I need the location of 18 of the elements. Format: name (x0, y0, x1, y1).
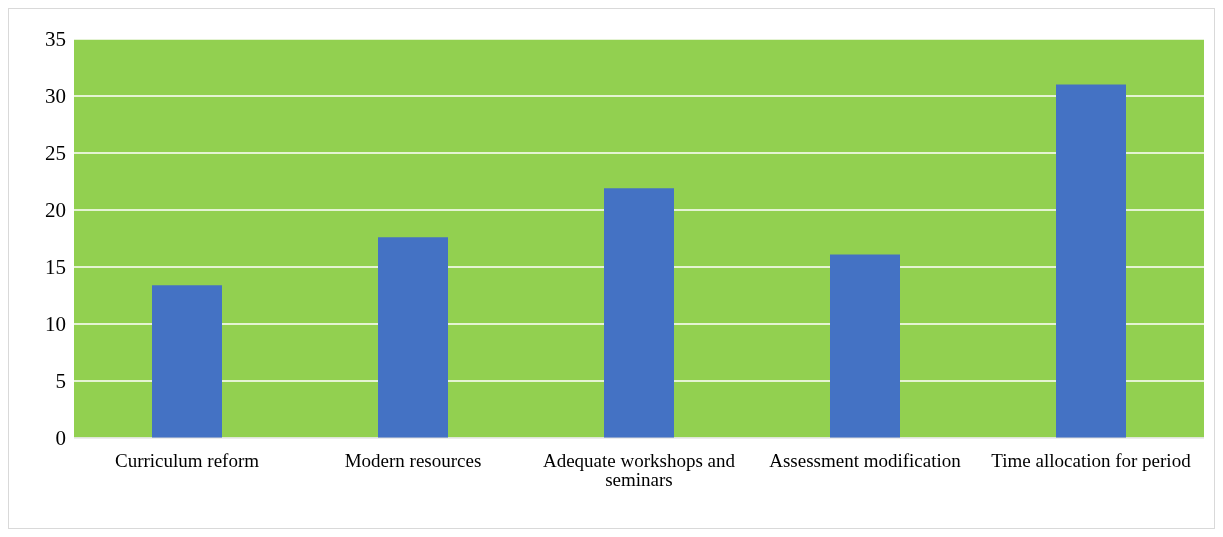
x-tick-label: Modern resources (344, 450, 482, 472)
y-tick-label: 25 (45, 141, 66, 166)
bar (152, 285, 222, 438)
x-tick-label: Time allocation for period (991, 450, 1192, 472)
y-tick-label: 0 (55, 426, 66, 451)
bar (1056, 84, 1126, 438)
x-tick-label: Curriculum reform (114, 450, 260, 472)
y-tick-label: 10 (45, 312, 66, 337)
y-tick-label: 5 (55, 369, 66, 394)
x-tick-label: Adequate workshops and seminars (542, 450, 736, 491)
y-tick-label: 15 (45, 255, 66, 280)
y-tick-label: 30 (45, 84, 66, 109)
bar (378, 237, 448, 438)
bar (830, 254, 900, 438)
bar (604, 188, 674, 438)
y-tick-label: 20 (45, 198, 66, 223)
y-tick-label: 35 (45, 27, 66, 52)
x-tick-label: Assessment modification (769, 450, 962, 472)
